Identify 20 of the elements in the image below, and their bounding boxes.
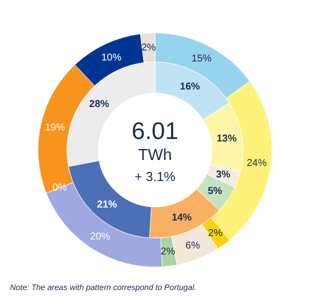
data-label: 24% bbox=[246, 158, 267, 169]
data-label: 13% bbox=[216, 134, 237, 145]
data-label: 28% bbox=[89, 98, 110, 110]
data-label: 19% bbox=[44, 122, 66, 134]
data-label: 20% bbox=[90, 232, 110, 243]
text: Note: The areas with pattern correspond to Portugal. bbox=[10, 283, 196, 292]
data-label: 15% bbox=[192, 54, 212, 65]
text: + 3.1% bbox=[134, 169, 176, 184]
data-label: 5% bbox=[208, 186, 222, 197]
data-label: 14% bbox=[172, 212, 192, 224]
text: TWh bbox=[138, 147, 172, 164]
data-label: 2% bbox=[208, 228, 223, 239]
data-label: 10% bbox=[101, 52, 122, 64]
data-label: 6% bbox=[186, 240, 200, 252]
data-label: 3% bbox=[216, 170, 231, 181]
data-label: 16% bbox=[180, 81, 200, 92]
data-label: 2% bbox=[141, 42, 156, 54]
text: 6.01 bbox=[132, 118, 178, 145]
data-label: 21% bbox=[97, 199, 118, 210]
data-label: 2% bbox=[160, 246, 176, 258]
